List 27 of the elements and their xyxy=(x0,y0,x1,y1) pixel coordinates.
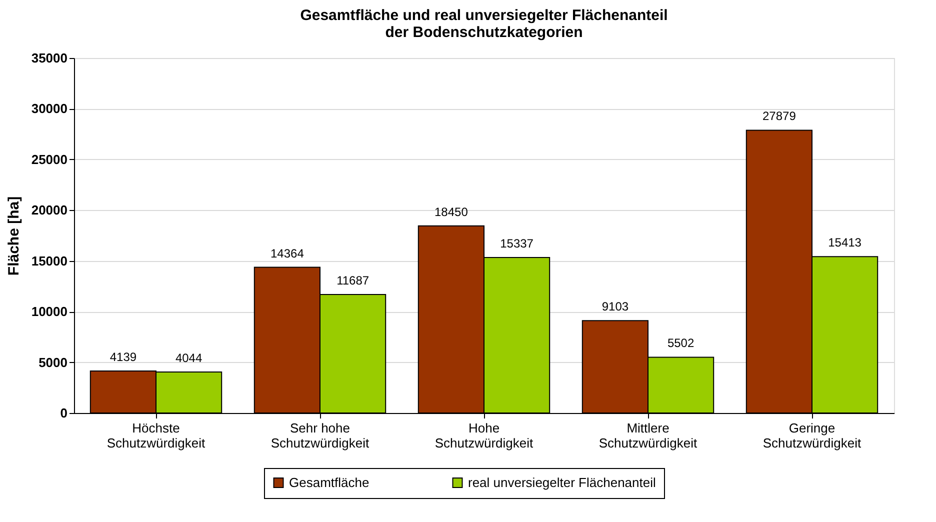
data-label: 15413 xyxy=(828,236,862,250)
data-label: 11687 xyxy=(336,273,370,288)
x-tick-label: Höchste Schutzwürdigkeit xyxy=(106,420,206,450)
data-label: 9103 xyxy=(602,300,629,314)
data-label: 4044 xyxy=(175,350,202,365)
y-axis-title: Fläche [ha] xyxy=(5,196,22,276)
chart-title: Gesamtfläche und real unversiegelter Flächenanteil der Bodenschutzkategorien xyxy=(300,7,668,41)
y-tick-label: 5000 xyxy=(38,354,68,370)
x-tick-label: Hohe Schutzwürdigkeit xyxy=(434,420,534,450)
data-label: 14364 xyxy=(270,246,304,260)
x-tick-label: Mittlere Schutzwürdigkeit xyxy=(598,420,698,450)
y-tick-label: 20000 xyxy=(31,202,68,218)
data-label: 27879 xyxy=(762,109,796,124)
legend-label: Gesamtfläche xyxy=(289,474,370,490)
y-tick-label: 15000 xyxy=(31,253,68,268)
legend-label: real unversiegelter Flächenanteil xyxy=(468,474,656,490)
data-label: 5502 xyxy=(667,336,694,350)
y-tick-label: 30000 xyxy=(31,101,68,116)
y-tick-label: 10000 xyxy=(31,304,68,320)
y-tick-label: 25000 xyxy=(31,152,68,167)
data-label: 18450 xyxy=(434,204,468,219)
y-tick-label: 35000 xyxy=(31,50,68,66)
data-label: 4139 xyxy=(110,350,137,364)
x-tick-label: Geringe Schutzwürdigkeit xyxy=(762,420,862,450)
x-tick-label: Sehr hohe Schutzwürdigkeit xyxy=(270,420,370,450)
y-tick-label: 0 xyxy=(60,406,68,420)
data-label: 15337 xyxy=(500,236,534,250)
